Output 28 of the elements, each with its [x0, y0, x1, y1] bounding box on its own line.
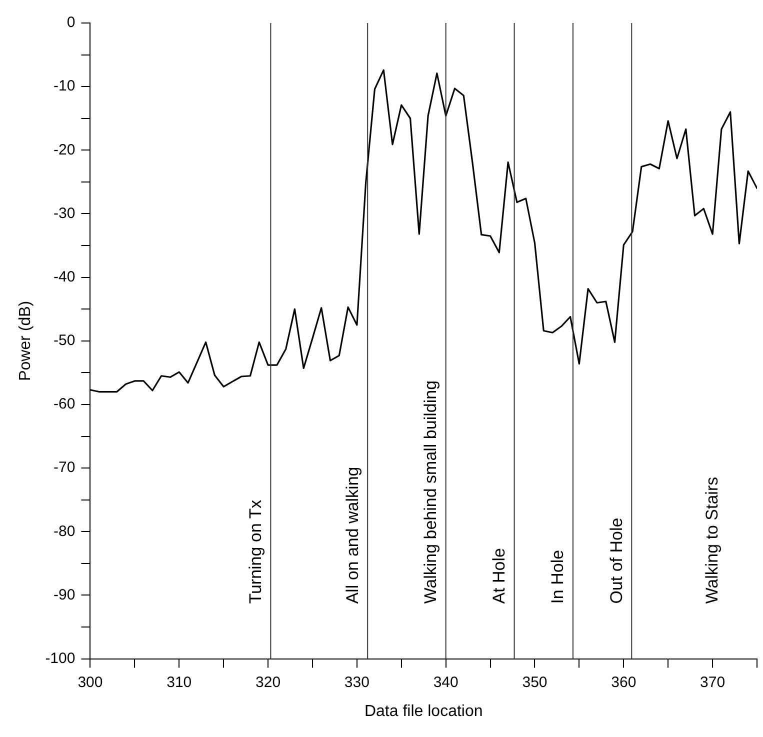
- x-tick-label: 350: [522, 674, 548, 691]
- y-tick-label: -90: [54, 586, 76, 604]
- y-tick-label: 0: [66, 14, 76, 32]
- ref-line-label: Turning on Tx: [246, 499, 265, 604]
- y-tick-label: -50: [54, 332, 76, 350]
- x-tick-label: 310: [166, 674, 192, 691]
- x-tick-label: 340: [433, 674, 458, 691]
- y-axis-title: Power (dB): [17, 300, 34, 381]
- y-tick-label: -30: [54, 204, 76, 222]
- x-tick-label: 330: [344, 674, 370, 691]
- ref-line-label: At Hole: [489, 548, 508, 604]
- ref-line-label: Walking behind small building: [421, 380, 440, 604]
- y-tick-label: -20: [54, 141, 76, 158]
- y-tick-label: -10: [54, 78, 76, 95]
- y-tick-label: -70: [54, 459, 76, 476]
- ref-line-label: In Hole: [548, 550, 568, 604]
- y-tick-label: -40: [54, 268, 76, 286]
- x-tick-label: 320: [256, 674, 281, 691]
- ref-line-label: Out of Hole: [606, 518, 626, 604]
- ref-line-label: All on and walking: [342, 466, 362, 604]
- x-tick-label: 360: [611, 674, 636, 691]
- x-axis-title: Data file location: [364, 702, 483, 720]
- y-tick-label: -100: [45, 650, 76, 667]
- x-tick-label: 300: [78, 674, 103, 691]
- y-tick-label: -80: [54, 522, 76, 540]
- annotation: Walking to Stairs: [702, 476, 722, 604]
- x-tick-label: 370: [700, 674, 726, 691]
- y-tick-label: -60: [54, 396, 76, 413]
